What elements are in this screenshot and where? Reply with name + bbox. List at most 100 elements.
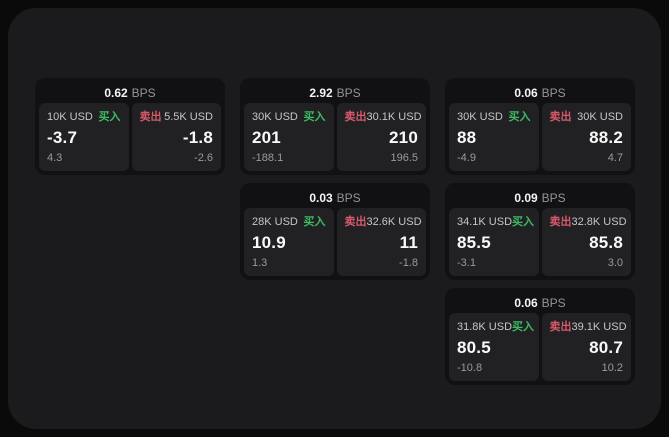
card-header: 2.92 BPS: [244, 82, 426, 103]
sell-panel-top: 卖出 30.1K USD: [344, 111, 422, 124]
bps-quote-card[interactable]: 0.09 BPS 34.1K USD 买入 85.5 -3.1 卖出 32.8K…: [445, 183, 635, 280]
sell-panel[interactable]: 卖出 32.6K USD 11 -1.8: [336, 208, 426, 276]
sell-amount: 5.5K USD: [164, 111, 213, 123]
bps-value: 0.06: [514, 295, 538, 310]
card-header: 0.06 BPS: [449, 82, 631, 103]
sell-side-label: 卖出: [549, 111, 572, 123]
buy-side-label: 买入: [303, 216, 326, 228]
bps-value: 0.06: [514, 85, 538, 100]
sell-panel-top: 卖出 39.1K USD: [549, 321, 627, 334]
bps-unit-label: BPS: [541, 190, 566, 205]
sell-price: 80.7: [589, 338, 623, 357]
bps-quote-card[interactable]: 0.62 BPS 10K USD 买入 -3.7 4.3 卖出 5.5K USD: [35, 78, 225, 175]
sell-amount: 30K USD: [577, 111, 623, 123]
bps-unit-label: BPS: [336, 85, 361, 100]
sell-price: 210: [389, 128, 418, 147]
sell-side-label: 卖出: [344, 216, 367, 228]
buy-panel-top: 31.8K USD 买入: [457, 321, 535, 334]
sell-panel-top: 卖出 5.5K USD: [140, 111, 214, 124]
buy-panel[interactable]: 30K USD 买入 201 -188.1: [244, 103, 334, 171]
sell-side-label: 卖出: [549, 216, 572, 228]
buy-price: 10.9: [252, 233, 286, 252]
panels-row: 30K USD 买入 88 -4.9 卖出 30K USD 88.2 4.7: [449, 103, 631, 171]
sell-panel[interactable]: 卖出 32.8K USD 85.8 3.0: [541, 208, 631, 276]
sell-delta: 4.7: [607, 152, 623, 164]
buy-panel-top: 30K USD 买入: [457, 111, 531, 124]
buy-amount: 30K USD: [457, 111, 503, 123]
bps-quote-card[interactable]: 0.03 BPS 28K USD 买入 10.9 1.3 卖出 32.6K US…: [240, 183, 430, 280]
sell-panel-top: 卖出 30K USD: [550, 111, 624, 124]
bps-unit-label: BPS: [131, 85, 156, 100]
buy-price: 88: [457, 128, 477, 147]
buy-delta: -4.9: [457, 152, 476, 164]
sell-delta: -2.6: [194, 152, 213, 164]
bps-value: 0.62: [104, 85, 128, 100]
panels-row: 31.8K USD 买入 80.5 -10.8 卖出 39.1K USD 80.…: [449, 313, 631, 381]
bps-quote-card[interactable]: 0.06 BPS 30K USD 买入 88 -4.9 卖出 30K USD: [445, 78, 635, 175]
buy-delta: -188.1: [252, 152, 284, 164]
sell-delta: -1.8: [399, 257, 418, 269]
sell-amount: 30.1K USD: [366, 111, 422, 123]
buy-side-label: 买入: [512, 321, 535, 333]
sell-delta: 196.5: [390, 152, 418, 164]
sell-side-label: 卖出: [139, 111, 162, 123]
sell-side-label: 卖出: [344, 111, 367, 123]
sell-panel[interactable]: 卖出 30.1K USD 210 196.5: [336, 103, 426, 171]
buy-panel-top: 10K USD 买入: [47, 111, 121, 124]
buy-side-label: 买入: [512, 216, 535, 228]
app-surface: 0.62 BPS 10K USD 买入 -3.7 4.3 卖出 5.5K USD: [8, 8, 661, 429]
widget-grid: 0.62 BPS 10K USD 买入 -3.7 4.3 卖出 5.5K USD: [35, 78, 635, 385]
buy-delta: -10.8: [457, 362, 483, 374]
buy-panel[interactable]: 31.8K USD 买入 80.5 -10.8: [449, 313, 539, 381]
sell-amount: 39.1K USD: [571, 321, 627, 333]
buy-side-label: 买入: [303, 111, 326, 123]
panels-row: 10K USD 买入 -3.7 4.3 卖出 5.5K USD -1.8 -2.…: [39, 103, 221, 171]
buy-amount: 31.8K USD: [457, 321, 513, 333]
buy-panel-top: 28K USD 买入: [252, 216, 326, 229]
buy-side-label: 买入: [508, 111, 531, 123]
buy-amount: 28K USD: [252, 216, 298, 228]
buy-amount: 30K USD: [252, 111, 298, 123]
sell-price: 85.8: [589, 233, 623, 252]
buy-delta: -3.1: [457, 257, 476, 269]
card-header: 0.06 BPS: [449, 292, 631, 313]
buy-panel[interactable]: 10K USD 买入 -3.7 4.3: [39, 103, 129, 171]
bps-quote-card[interactable]: 0.06 BPS 31.8K USD 买入 80.5 -10.8 卖出 39.1…: [445, 288, 635, 385]
buy-price: 80.5: [457, 338, 491, 357]
buy-panel-top: 34.1K USD 买入: [457, 216, 535, 229]
panels-row: 30K USD 买入 201 -188.1 卖出 30.1K USD 210 1…: [244, 103, 426, 171]
buy-price: -3.7: [47, 128, 78, 147]
sell-delta: 3.0: [607, 257, 623, 269]
sell-panel-top: 卖出 32.8K USD: [549, 216, 627, 229]
sell-panel[interactable]: 卖出 30K USD 88.2 4.7: [541, 103, 631, 171]
buy-amount: 34.1K USD: [457, 216, 513, 228]
buy-delta: 1.3: [252, 257, 268, 269]
bps-unit-label: BPS: [541, 85, 566, 100]
buy-price: 85.5: [457, 233, 491, 252]
buy-panel[interactable]: 28K USD 买入 10.9 1.3: [244, 208, 334, 276]
buy-panel-top: 30K USD 买入: [252, 111, 326, 124]
panels-row: 28K USD 买入 10.9 1.3 卖出 32.6K USD 11 -1.8: [244, 208, 426, 276]
card-header: 0.62 BPS: [39, 82, 221, 103]
sell-delta: 10.2: [601, 362, 623, 374]
sell-amount: 32.6K USD: [366, 216, 422, 228]
buy-price: 201: [252, 128, 281, 147]
bps-value: 0.09: [514, 190, 538, 205]
bps-value: 2.92: [309, 85, 333, 100]
sell-amount: 32.8K USD: [571, 216, 627, 228]
bps-value: 0.03: [309, 190, 333, 205]
buy-panel[interactable]: 34.1K USD 买入 85.5 -3.1: [449, 208, 539, 276]
sell-price: 88.2: [589, 128, 623, 147]
sell-side-label: 卖出: [549, 321, 572, 333]
bps-unit-label: BPS: [336, 190, 361, 205]
buy-delta: 4.3: [47, 152, 63, 164]
bps-quote-card[interactable]: 2.92 BPS 30K USD 买入 201 -188.1 卖出 30.1K …: [240, 78, 430, 175]
bps-unit-label: BPS: [541, 295, 566, 310]
buy-panel[interactable]: 30K USD 买入 88 -4.9: [449, 103, 539, 171]
sell-panel-top: 卖出 32.6K USD: [344, 216, 422, 229]
sell-panel[interactable]: 卖出 5.5K USD -1.8 -2.6: [131, 103, 221, 171]
sell-panel[interactable]: 卖出 39.1K USD 80.7 10.2: [541, 313, 631, 381]
card-header: 0.09 BPS: [449, 187, 631, 208]
sell-price: -1.8: [182, 128, 213, 147]
buy-side-label: 买入: [98, 111, 121, 123]
